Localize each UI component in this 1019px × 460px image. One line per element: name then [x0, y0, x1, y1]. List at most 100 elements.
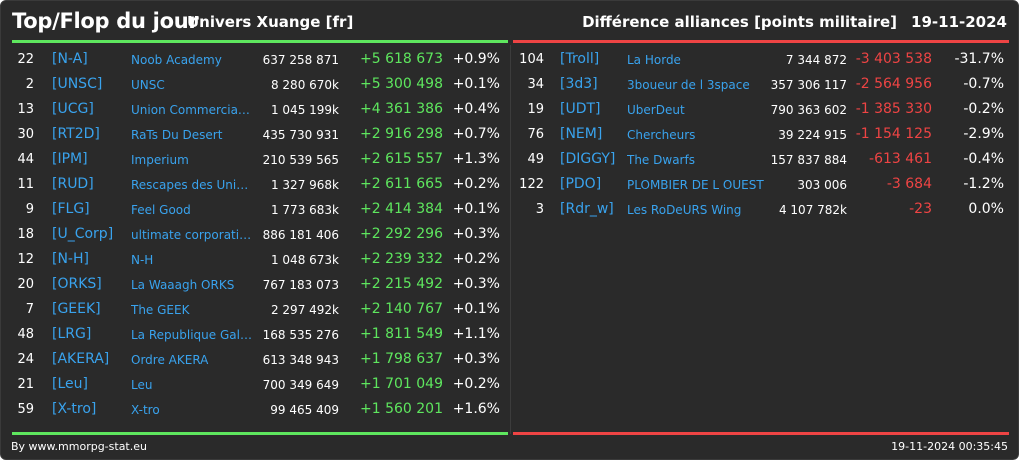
alliance-tag[interactable]: [ORKS]: [52, 276, 102, 292]
alliance-name[interactable]: Feel Good: [131, 203, 191, 217]
alliance-name[interactable]: Ordre AKERA: [131, 353, 209, 367]
alliance-points: 99 465 409: [270, 403, 339, 417]
rank: 11: [17, 177, 34, 192]
alliance-tag[interactable]: [IPM]: [52, 151, 88, 167]
percent-change: +0.7%: [452, 126, 500, 142]
top-row: 18 [U_Corp] ultimate corporation 886 181 40…: [12, 222, 508, 247]
alliance-tag[interactable]: [X-tro]: [52, 401, 97, 417]
percent-change: +0.3%: [452, 276, 500, 292]
top-row: 9 [FLG] Feel Good 1 773 683k +2 414 384 +0.1%: [12, 197, 508, 222]
alliance-name[interactable]: The GEEK: [131, 303, 190, 317]
top-row: 11 [RUD] Rescapes des Univ... 1 327 968k +2 …: [12, 172, 508, 197]
points-difference: +2 611 665: [360, 176, 443, 192]
flop-line-bottom: [513, 432, 1009, 435]
points-difference: +2 414 384: [360, 201, 443, 217]
alliance-tag[interactable]: [N-H]: [52, 251, 89, 267]
percent-change: -0.2%: [963, 101, 1004, 117]
alliance-tag[interactable]: [AKERA]: [52, 351, 110, 367]
points-difference: -1 385 330: [855, 101, 932, 117]
alliance-tag[interactable]: [UNSC]: [52, 76, 103, 92]
points-difference: +2 140 767: [360, 301, 443, 317]
alliance-points: 168 535 276: [262, 328, 339, 342]
percent-change: +0.4%: [452, 101, 500, 117]
percent-change: +0.2%: [452, 176, 500, 192]
rank: 19: [527, 102, 544, 117]
alliance-points: 157 837 884: [770, 153, 847, 167]
percent-change: -2.9%: [963, 126, 1004, 142]
alliance-name[interactable]: 3boueur de l 3space: [627, 78, 750, 92]
percent-change: +0.2%: [452, 251, 500, 267]
points-difference: +2 215 492: [360, 276, 443, 292]
alliance-name[interactable]: PLOMBIER DE L OUEST: [627, 178, 764, 192]
alliance-points: 886 181 406: [262, 228, 339, 242]
rank: 44: [17, 152, 34, 167]
top-row: 59 [X-tro] X-tro 99 465 409 +1 560 201 +1.6%: [12, 397, 508, 422]
alliance-tag[interactable]: [Leu]: [52, 376, 88, 392]
alliance-points: 39 224 915: [778, 128, 847, 142]
alliance-tag[interactable]: [NEM]: [560, 126, 603, 142]
points-difference: +1 798 637: [360, 351, 443, 367]
alliance-tag[interactable]: [3d3]: [560, 76, 598, 92]
points-difference: -3 403 538: [855, 51, 932, 67]
alliance-name[interactable]: N-H: [131, 253, 154, 267]
alliance-points: 1 045 199k: [270, 103, 339, 117]
points-difference: +1 811 549: [360, 326, 443, 342]
alliance-name[interactable]: Chercheurs: [627, 128, 696, 142]
percent-change: +1.3%: [452, 151, 500, 167]
alliance-tag[interactable]: [Troll]: [560, 51, 600, 67]
rank: 13: [17, 102, 34, 117]
page-title: Top/Flop du jour: [12, 9, 199, 33]
points-difference: -2 564 956: [855, 76, 932, 92]
top-row: 21 [Leu] Leu 700 349 649 +1 701 049 +0.2%: [12, 372, 508, 397]
alliance-points: 637 258 871: [262, 53, 339, 67]
alliance-name[interactable]: La Republique Gala...: [131, 328, 253, 342]
alliance-tag[interactable]: [FLG]: [52, 201, 90, 217]
alliance-name[interactable]: RaTs Du Desert: [131, 128, 223, 142]
points-difference: +5 300 498: [360, 76, 443, 92]
alliance-name[interactable]: Leu: [131, 378, 153, 392]
percent-change: -0.7%: [963, 76, 1004, 92]
top-row: 24 [AKERA] Ordre AKERA 613 348 943 +1 798 63…: [12, 347, 508, 372]
top-line-bottom: [12, 432, 508, 435]
alliance-name[interactable]: UberDeut: [627, 103, 685, 117]
points-difference: -3 684: [886, 176, 932, 192]
top-row: 2 [UNSC] UNSC 8 280 670k +5 300 498 +0.1%: [12, 72, 508, 97]
percent-change: +1.6%: [452, 401, 500, 417]
alliance-tag[interactable]: [U_Corp]: [52, 226, 114, 242]
alliance-tag[interactable]: [UDT]: [560, 101, 601, 117]
percent-change: +0.3%: [452, 226, 500, 242]
alliance-name[interactable]: ultimate corporation: [131, 228, 253, 242]
points-difference: -613 461: [869, 151, 932, 167]
alliance-name[interactable]: Les RoDeURS Wing: [627, 203, 742, 217]
alliance-name[interactable]: La Horde: [627, 53, 681, 67]
alliance-tag[interactable]: [LRG]: [52, 326, 92, 342]
points-difference: +1 701 049: [360, 376, 443, 392]
alliance-tag[interactable]: [RT2D]: [52, 126, 100, 142]
flop-row: 76 [NEM] Chercheurs 39 224 915 -1 154 125 -2.…: [513, 122, 1009, 147]
alliance-name[interactable]: Rescapes des Univ...: [131, 178, 253, 192]
alliance-name[interactable]: UNSC: [131, 78, 165, 92]
points-difference: +4 361 386: [360, 101, 443, 117]
alliance-name[interactable]: The Dwarfs: [627, 153, 695, 167]
alliance-name[interactable]: Imperium: [131, 153, 189, 167]
alliance-tag[interactable]: [RUD]: [52, 176, 94, 192]
alliance-name[interactable]: Noob Academy: [131, 53, 222, 67]
alliance-name[interactable]: X-tro: [131, 403, 160, 417]
alliance-tag[interactable]: [GEEK]: [52, 301, 101, 317]
alliance-tag[interactable]: [PDO]: [560, 176, 602, 192]
alliance-tag[interactable]: [DIGGY]: [560, 151, 616, 167]
flop-row: 34 [3d3] 3boueur de l 3space 357 306 117 -2 …: [513, 72, 1009, 97]
rank: 18: [17, 227, 34, 242]
alliance-tag[interactable]: [N-A]: [52, 51, 88, 67]
percent-change: +0.1%: [452, 301, 500, 317]
alliance-name[interactable]: La Waaagh ORKS: [131, 278, 235, 292]
flop-row: 3 [Rdr_w] Les RoDeURS Wing 4 107 782k -23 0.0…: [513, 197, 1009, 222]
alliance-tag[interactable]: [UCG]: [52, 101, 94, 117]
alliance-points: 1 773 683k: [270, 203, 339, 217]
rank: 3: [535, 202, 544, 217]
points-difference: +5 618 673: [360, 51, 443, 67]
alliance-name[interactable]: Union Commerciale...: [131, 103, 253, 117]
percent-change: +0.1%: [452, 201, 500, 217]
alliance-tag[interactable]: [Rdr_w]: [560, 201, 614, 217]
